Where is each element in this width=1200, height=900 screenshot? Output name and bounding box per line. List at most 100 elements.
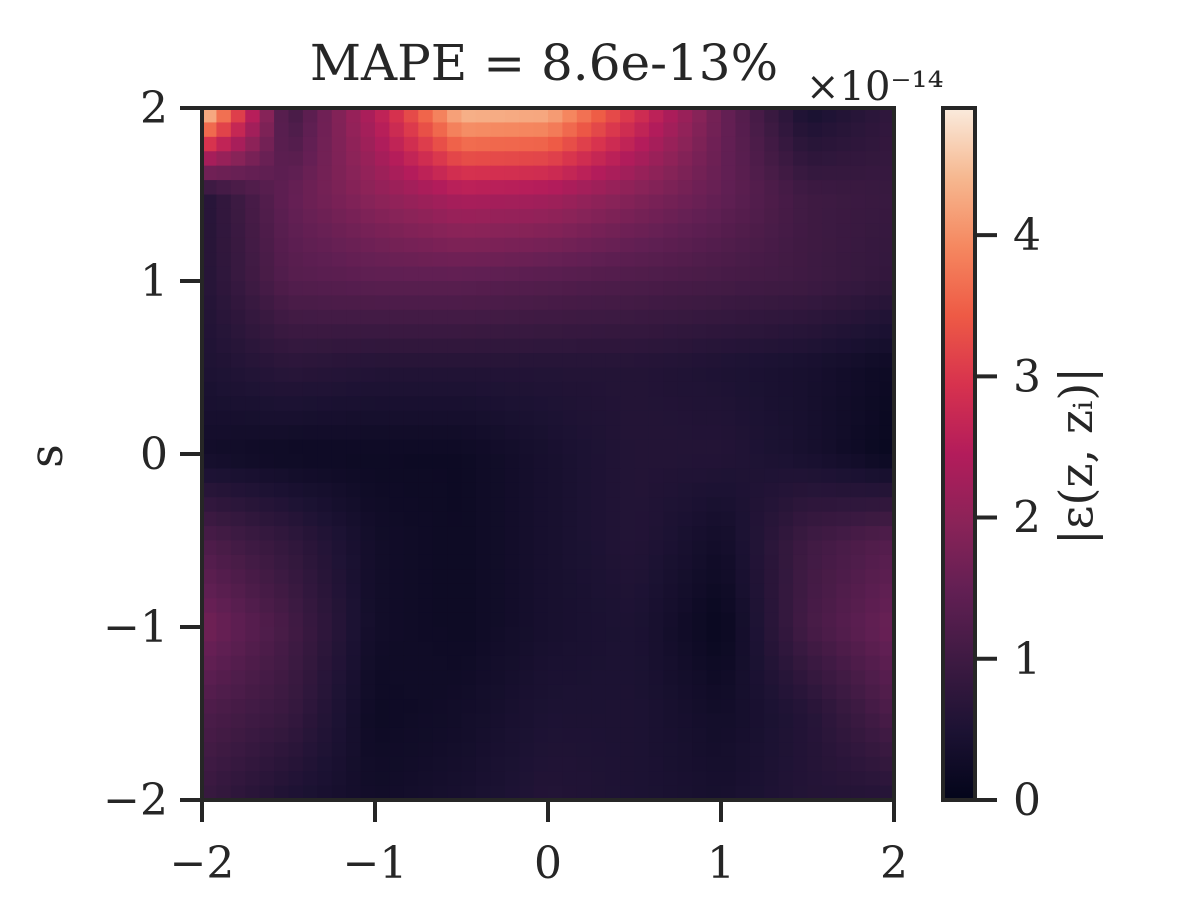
heatmap-cell [865, 353, 881, 369]
heatmap-cell [605, 281, 621, 297]
heatmap-cell [202, 482, 218, 498]
heatmap-cell [634, 439, 650, 455]
heatmap-cell [403, 165, 419, 181]
heatmap-cell [274, 136, 290, 152]
heatmap-cell [504, 353, 520, 369]
heatmap-cell [865, 641, 881, 657]
heatmap-cell [389, 194, 405, 210]
heatmap-cell [721, 338, 737, 354]
heatmap-cell [677, 194, 693, 210]
heatmap-cell [389, 511, 405, 527]
heatmap-cell [749, 482, 765, 498]
heatmap-cell [865, 511, 881, 527]
heatmap-cell [793, 151, 809, 167]
heatmap-cell [504, 742, 520, 758]
heatmap-cell [764, 598, 780, 614]
heatmap-cell [648, 108, 664, 124]
heatmap-cell [202, 742, 218, 758]
heatmap-cell [821, 108, 837, 124]
heatmap-cell [432, 367, 448, 383]
heatmap-cell [562, 540, 578, 556]
heatmap-cell [475, 454, 491, 470]
heatmap-cell [418, 526, 434, 542]
heatmap-cell [576, 281, 592, 297]
heatmap-cell [475, 699, 491, 715]
heatmap-cell [302, 497, 318, 513]
heatmap-cell [721, 223, 737, 239]
heatmap-cell [576, 122, 592, 138]
heatmap-cell [850, 598, 866, 614]
heatmap-cell [634, 136, 650, 152]
heatmap-cell [735, 482, 751, 498]
heatmap-cell [836, 756, 852, 772]
heatmap-cell [504, 425, 520, 441]
heatmap-cell [807, 454, 823, 470]
heatmap-cell [475, 425, 491, 441]
heatmap-cell [591, 598, 607, 614]
heatmap-cell [749, 627, 765, 643]
heatmap-cell [850, 468, 866, 484]
heatmap-cell [821, 309, 837, 325]
heatmap-cell [461, 151, 477, 167]
heatmap-cell [706, 756, 722, 772]
heatmap-cell [663, 151, 679, 167]
heatmap-cell [360, 554, 376, 570]
heatmap-cell [706, 295, 722, 311]
heatmap-cell [418, 338, 434, 354]
heatmap-cell [346, 727, 362, 743]
heatmap-cell [447, 324, 463, 340]
heatmap-cell [288, 785, 304, 800]
heatmap-cell [288, 771, 304, 787]
heatmap-cell [836, 324, 852, 340]
heatmap-cell [346, 237, 362, 253]
heatmap-cell [850, 612, 866, 628]
heatmap-cell [721, 612, 737, 628]
heatmap-cell [432, 281, 448, 297]
heatmap-cell [490, 237, 506, 253]
heatmap-cell [519, 627, 535, 643]
heatmap-cell [230, 353, 246, 369]
heatmap-cell [721, 136, 737, 152]
heatmap-cell [793, 180, 809, 196]
heatmap-cell [735, 713, 751, 729]
heatmap-cell [302, 266, 318, 282]
heatmap-cell [346, 108, 362, 124]
heatmap-cell [245, 569, 261, 585]
heatmap-cell [548, 482, 564, 498]
heatmap-cell [778, 497, 794, 513]
heatmap-cell [216, 684, 232, 700]
heatmap-cell [764, 756, 780, 772]
heatmap-cell [778, 338, 794, 354]
heatmap-cell [749, 338, 765, 354]
heatmap-cell [259, 699, 275, 715]
heatmap-cell [692, 756, 708, 772]
heatmap-cell [735, 641, 751, 657]
heatmap-cell [677, 309, 693, 325]
heatmap-cell [317, 439, 333, 455]
heatmap-cell [259, 785, 275, 800]
heatmap-cell [346, 540, 362, 556]
heatmap-cell [663, 713, 679, 729]
heatmap-cell [879, 309, 894, 325]
heatmap-cell [375, 151, 391, 167]
heatmap-cell [764, 194, 780, 210]
heatmap-cell [706, 381, 722, 397]
heatmap-cell [432, 727, 448, 743]
heatmap-cell [302, 367, 318, 383]
heatmap-cell [706, 655, 722, 671]
x-tick-label: −2 [170, 838, 235, 889]
heatmap-cell [403, 670, 419, 686]
heatmap-cell [389, 684, 405, 700]
heatmap-cell [879, 367, 894, 383]
heatmap-cell [879, 136, 894, 152]
heatmap-cell [245, 655, 261, 671]
heatmap-cell [302, 252, 318, 268]
heatmap-cell [202, 497, 218, 513]
heatmap-cell [879, 641, 894, 657]
heatmap-cell [749, 367, 765, 383]
heatmap-cell [850, 338, 866, 354]
heatmap-cell [677, 108, 693, 124]
heatmap-cell [375, 223, 391, 239]
heatmap-cell [836, 381, 852, 397]
heatmap-cell [648, 122, 664, 138]
